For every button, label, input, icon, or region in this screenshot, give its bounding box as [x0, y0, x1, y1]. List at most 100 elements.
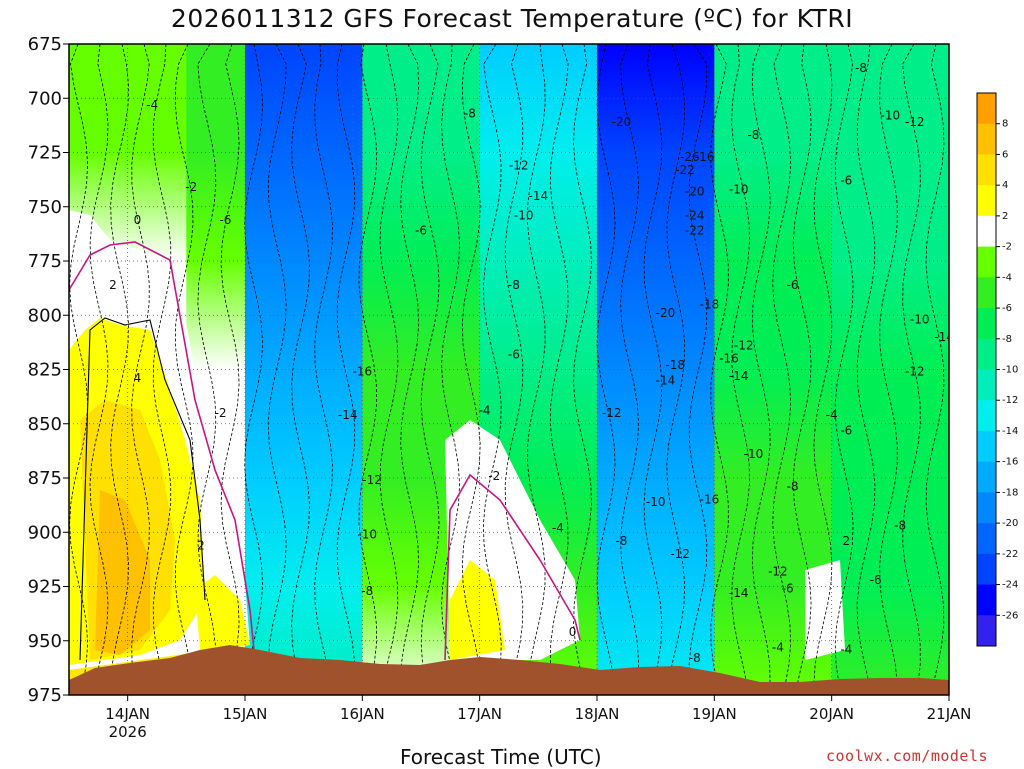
colorbar-swatch — [977, 461, 996, 493]
contour-line — [643, 44, 663, 685]
contour-label: -14 — [729, 586, 749, 600]
contour-label: -8 — [747, 128, 759, 142]
colorbar-label: -22 — [1002, 549, 1018, 560]
contour-line — [504, 44, 524, 685]
warm-region — [805, 560, 845, 660]
y-tick-label: 825 — [28, 360, 62, 381]
contour-label: -8 — [894, 519, 906, 533]
colorbar-swatch — [977, 123, 996, 155]
contour-line — [925, 44, 945, 685]
contour-label: -8 — [615, 534, 627, 548]
x-tick-label: 21JAN — [927, 705, 972, 723]
contour-label: -10 — [744, 447, 764, 461]
contour-label: -14 — [934, 330, 954, 344]
colorbar-swatch — [977, 369, 996, 401]
plot-area: -4-20242-6-2-8-12-14-10-6-20-26-16-22-20… — [69, 44, 954, 695]
contour-label: -8 — [361, 584, 373, 598]
contour-label: -2 — [215, 406, 227, 420]
colorbar-swatch — [977, 615, 996, 647]
contour-label: -14 — [338, 408, 358, 422]
contour-label: -14 — [729, 369, 749, 383]
contour-label: 2 — [197, 538, 205, 552]
contour-line — [379, 44, 399, 685]
contour-line — [879, 44, 898, 685]
y-tick-label: 675 — [28, 34, 62, 55]
contour-label: -16 — [700, 493, 720, 507]
source-credit: coolwx.com/models — [826, 747, 989, 765]
contour-line — [751, 44, 771, 685]
x-tick-label: 17JAN — [457, 705, 502, 723]
colorbar-label: -24 — [1002, 580, 1018, 591]
contour-label: -10 — [514, 208, 534, 222]
contour-line — [666, 44, 686, 685]
contour-line — [461, 44, 481, 685]
contour-line — [336, 44, 356, 685]
contour-label: -20 — [612, 115, 632, 129]
contour-line — [174, 44, 194, 685]
contour-line — [902, 44, 921, 685]
chart-title: 2026011312 GFS Forecast Temperature (ºC)… — [170, 4, 854, 33]
x-tick-label: 20JAN — [809, 705, 854, 723]
y-tick-label: 750 — [28, 197, 62, 218]
contour-label: -12 — [509, 159, 529, 173]
contour-labels: -4-20242-6-2-8-12-14-10-6-20-26-16-22-20… — [109, 61, 954, 665]
x-axis-label: Forecast Time (UTC) — [400, 745, 602, 769]
contour-line — [110, 44, 129, 685]
y-tick-label: 925 — [28, 577, 62, 598]
y-tick-label: 850 — [28, 414, 62, 435]
colorbar-swatch — [977, 584, 996, 616]
contour-line — [291, 44, 310, 685]
contour-label: -4 — [826, 408, 838, 422]
contour-label: -12 — [362, 473, 382, 487]
contour-label: -18 — [700, 297, 720, 311]
contour-label: -4 — [552, 521, 564, 535]
contour-line — [152, 44, 172, 685]
colorbar-label: -18 — [1002, 487, 1018, 498]
colorbar-swatch — [977, 215, 996, 248]
contour-label: -6 — [219, 213, 231, 227]
contour-line — [856, 44, 876, 685]
x-tick-label: 15JAN — [223, 705, 268, 723]
colorbar-swatch — [977, 308, 996, 340]
colorbar-swatch — [977, 93, 996, 125]
contour-label: -4 — [772, 640, 784, 654]
contour-line — [267, 44, 287, 685]
colorbar-legend: 8 6 4 2 -2 -4 -6 -8 -10 -12 -14 -16 -18 -20 -22 -24 -26 — [976, 92, 1018, 647]
contour-label: -12 — [602, 406, 622, 420]
contour-label: -8 — [689, 651, 701, 665]
colorbar-label: 4 — [1002, 180, 1008, 191]
contour-label: -4 — [840, 642, 852, 656]
contour-label: -6 — [415, 224, 427, 238]
colorbar-label: -8 — [1002, 334, 1012, 345]
contour-label: -20 — [685, 185, 705, 199]
warm-layer — [69, 210, 845, 670]
contour-line — [441, 44, 461, 685]
colorbar-swatch — [977, 553, 996, 586]
contour-label: 0 — [134, 213, 142, 227]
temperature-band — [597, 44, 716, 695]
colorbar-label: -10 — [1002, 365, 1018, 376]
colorbar-swatch — [977, 338, 996, 370]
colorbar-swatch — [977, 185, 996, 217]
contour-label: -22 — [675, 163, 695, 177]
colorbar-label: 6 — [1002, 149, 1008, 160]
contour-label: -12 — [670, 547, 690, 561]
colorbar-label: -20 — [1002, 518, 1018, 529]
temperature-band — [245, 44, 364, 695]
colorbar-label: -26 — [1002, 610, 1018, 621]
y-tick-label: 775 — [28, 251, 62, 272]
contour-label: 0 — [569, 625, 577, 639]
contour-line — [482, 44, 502, 685]
contour-lines — [69, 44, 945, 685]
warm-region — [95, 490, 150, 655]
warm-contour — [79, 317, 206, 661]
contour-label: 4 — [134, 371, 142, 385]
contour-label: 2 — [109, 278, 117, 292]
contour-label: -10 — [357, 527, 377, 541]
y-tick-label: 800 — [28, 305, 62, 326]
contour-line — [834, 44, 854, 685]
contour-label: -24 — [685, 208, 705, 222]
contour-line — [89, 44, 109, 685]
grid-lines — [69, 44, 949, 695]
